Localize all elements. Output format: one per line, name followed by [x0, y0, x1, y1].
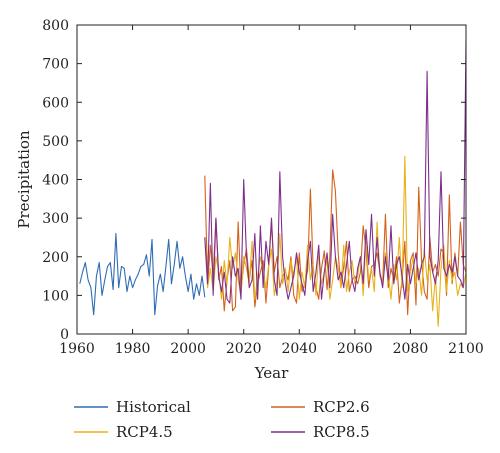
x-tick-label: 2000	[170, 341, 206, 357]
x-axis-label: Year	[254, 364, 289, 382]
y-tick-label: 200	[42, 250, 69, 266]
y-tick-label: 700	[42, 57, 69, 73]
y-tick-label: 0	[60, 327, 69, 343]
legend: Historical RCP2.6 RCP4.5 RCP8.5	[74, 398, 370, 441]
x-tick-label: 2020	[226, 341, 262, 357]
x-tick-label: 1960	[59, 341, 95, 357]
y-tick-label: 800	[42, 18, 69, 34]
x-tick-label: 2060	[337, 341, 373, 357]
legend-label-rcp8-5: RCP8.5	[313, 423, 370, 441]
legend-label-rcp2-6: RCP2.6	[313, 398, 370, 416]
x-tick-label: 1980	[115, 341, 151, 357]
y-tick-label: 100	[42, 288, 69, 304]
series-line-historical	[79, 233, 206, 316]
x-tick-label: 2040	[281, 341, 317, 357]
y-tick-label: 300	[42, 211, 69, 227]
y-tick-label: 400	[42, 173, 69, 189]
series-line-rcp8-5	[204, 40, 466, 304]
y-axis-label: Precipitation	[15, 130, 33, 229]
y-tick-label: 600	[42, 95, 69, 111]
y-tick-label: 500	[42, 134, 69, 150]
x-tick-label: 2080	[393, 341, 429, 357]
legend-label-rcp4-5: RCP4.5	[116, 423, 173, 441]
series-layer	[79, 40, 466, 327]
legend-label-historical: Historical	[116, 398, 191, 416]
x-tick-label: 2100	[448, 341, 484, 357]
ticks-layer: 1960 1980 2000 2020 2040 2060 2080 2100 0 100 200 3…	[42, 18, 484, 357]
